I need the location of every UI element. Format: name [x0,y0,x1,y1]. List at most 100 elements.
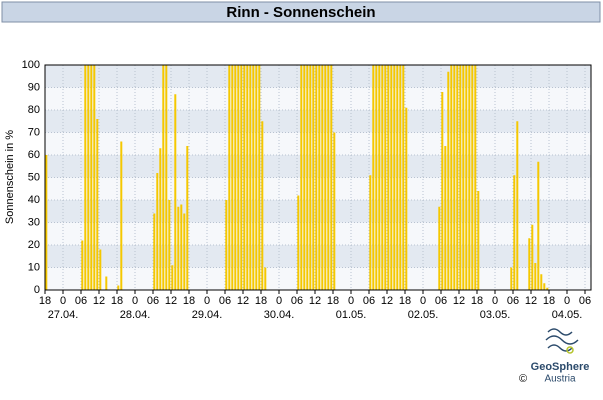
y-tick-label: 80 [28,104,40,116]
bar [312,65,315,290]
x-tick-label: 12 [453,295,465,307]
bar [375,65,378,290]
x-tick-label: 12 [165,295,177,307]
bar [117,285,120,290]
bar [471,65,474,290]
x-tick-label: 06 [363,295,375,307]
x-tick-label: 12 [381,295,393,307]
y-axis-label: Sonnenschein in % [4,130,16,224]
x-tick-label: 18 [327,295,339,307]
bar [231,65,234,290]
bar [465,65,468,290]
x-tick-label: 0 [132,295,138,307]
bar [90,65,93,290]
bar [234,65,237,290]
bar [168,200,171,290]
y-tick-label: 20 [28,239,40,251]
x-tick-label: 06 [75,295,87,307]
bar [297,195,300,290]
bar [438,206,441,290]
bar [390,65,393,290]
grid-band [45,245,591,268]
bar [45,155,48,290]
x-tick-label: 18 [255,295,267,307]
bar [261,121,264,290]
bar [399,65,402,290]
y-tick-label: 90 [28,81,40,93]
bar [330,65,333,290]
grid-band [45,110,591,133]
bar [177,206,180,290]
bar [531,224,534,290]
bar [174,94,177,290]
bar [252,65,255,290]
bar [186,146,189,290]
bar [99,249,102,290]
bar [156,173,159,290]
grid-band [45,222,591,245]
y-tick-label: 10 [28,261,40,273]
x-tick-label: 12 [237,295,249,307]
grid-band [45,200,591,223]
bar [453,65,456,290]
x-tick-label: 18 [543,295,555,307]
grid-band [45,87,591,110]
bar [321,65,324,290]
bar [534,263,537,290]
y-tick-label: 60 [28,149,40,161]
bar [444,146,447,290]
y-tick-label: 40 [28,194,40,206]
bar [396,65,399,290]
bar [537,161,540,290]
logo-country: Austria [544,374,576,385]
bar [333,132,336,290]
logo-name: GeoSphere [531,361,590,373]
chart-title: Rinn - Sonnenschein [226,4,375,21]
bar [381,65,384,290]
bar [315,65,318,290]
x-tick-label: 12 [525,295,537,307]
bar [96,119,99,290]
bar [81,240,84,290]
bar [258,65,261,290]
bar [393,65,396,290]
x-tick-label: 18 [399,295,411,307]
y-tick-label: 30 [28,216,40,228]
x-tick-label: 0 [276,295,282,307]
bar [462,65,465,290]
grid-band [45,177,591,200]
bar [306,65,309,290]
bar [327,65,330,290]
bar [441,92,444,290]
bar [240,65,243,290]
bar [225,200,228,290]
bar [477,191,480,290]
x-tick-label: 12 [93,295,105,307]
bar [450,65,453,290]
bar [540,274,543,290]
bar [546,287,549,290]
bar [249,65,252,290]
bar [228,65,231,290]
date-label: 30.04. [264,309,295,321]
bar [543,283,546,290]
date-label: 04.05. [552,309,583,321]
grid-band [45,65,591,88]
bar [384,65,387,290]
grid-band [45,155,591,178]
x-tick-label: 0 [564,295,570,307]
bar [87,65,90,290]
x-tick-label: 0 [204,295,210,307]
bar [162,65,165,290]
y-tick-label: 0 [34,284,40,296]
bar [153,213,156,290]
x-tick-label: 0 [420,295,426,307]
bar [528,238,531,290]
bar [372,65,375,290]
x-tick-label: 0 [348,295,354,307]
bar [510,267,513,290]
bar [456,65,459,290]
y-tick-label: 50 [28,171,40,183]
x-tick-label: 06 [219,295,231,307]
date-label: 28.04. [120,309,151,321]
